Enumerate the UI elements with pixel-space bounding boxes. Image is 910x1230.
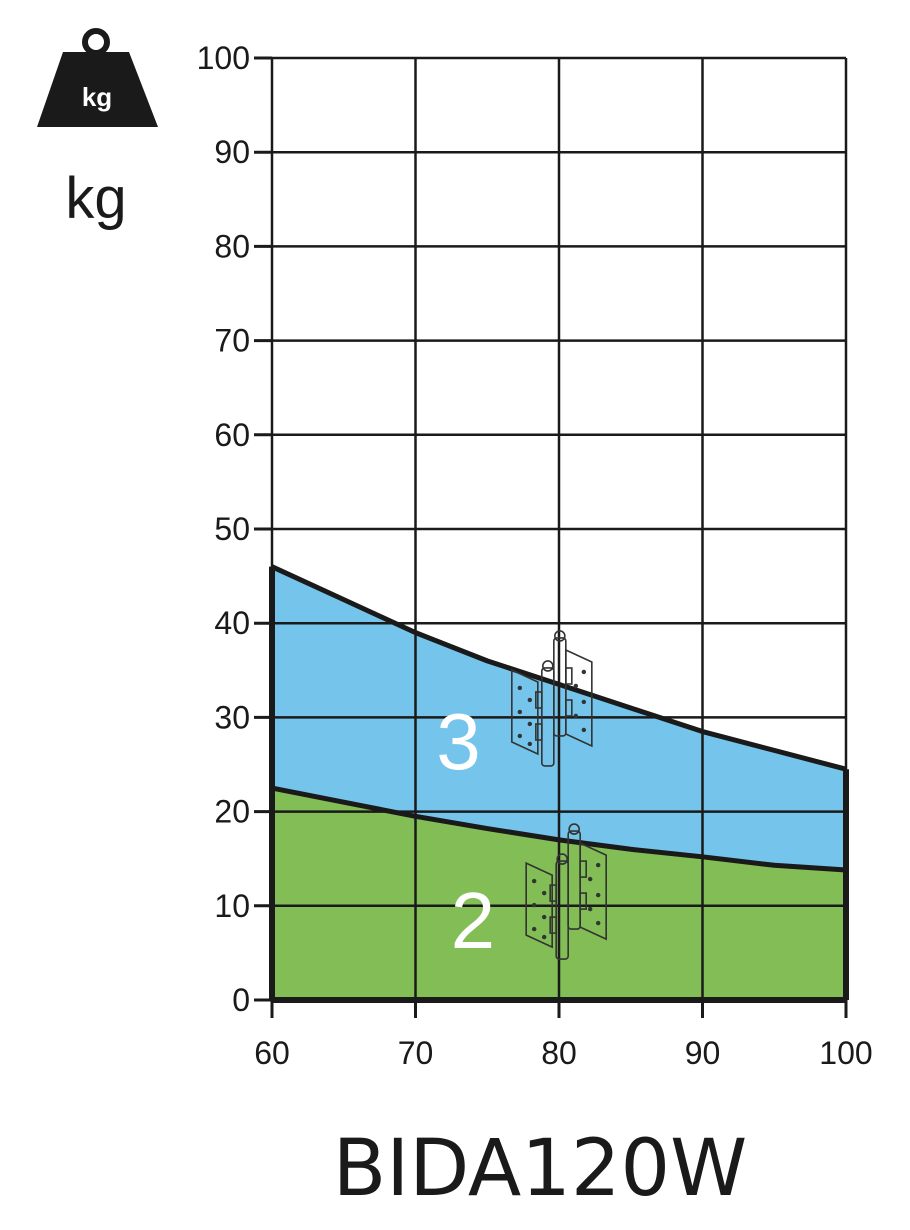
hinge-screw <box>581 699 587 705</box>
hinge-leaf-left <box>525 861 553 949</box>
x-tick-label: 100 <box>819 1035 872 1071</box>
x-tick-label: 80 <box>541 1035 577 1071</box>
hinge-screw <box>541 890 547 896</box>
y-tick-label: 40 <box>214 605 250 641</box>
x-tick-label: 70 <box>398 1035 434 1071</box>
hinge-screw <box>517 733 523 739</box>
y-tick-label: 30 <box>214 699 250 735</box>
hinge-screw <box>527 721 533 727</box>
x-tick-label: 60 <box>254 1035 290 1071</box>
hinge-screw <box>531 878 537 884</box>
y-tick-label: 10 <box>214 888 250 924</box>
hinge-screw <box>581 669 587 675</box>
hinge-knuckle <box>549 916 557 934</box>
unit-label: kg <box>65 166 126 231</box>
hinge-screw <box>581 727 587 733</box>
hinge-screw <box>573 683 579 689</box>
plot-area: 0 10 20 30 40 50 60 70 80 90 100 60 70 80 90 100 3 2 <box>197 40 873 1071</box>
hinge-knuckle <box>535 691 543 709</box>
y-tick-label: 90 <box>214 134 250 170</box>
series-2-label: 2 <box>451 876 496 965</box>
hinge-screw <box>595 892 601 898</box>
hinge-knuckle <box>565 667 573 685</box>
series-3-line <box>270 564 847 772</box>
hinge-screw <box>517 685 523 691</box>
hinge-screw <box>595 920 601 926</box>
hinge-screw <box>541 914 547 920</box>
hinge-screw <box>573 713 579 719</box>
hinge-cap <box>554 630 566 642</box>
hinge-knuckle <box>535 723 543 741</box>
chart-title: BIDA120W <box>333 1124 748 1214</box>
hinge-screw <box>595 862 601 868</box>
hinge-cap <box>556 853 568 865</box>
y-tick-label: 60 <box>214 417 250 453</box>
weight-icon: kg <box>37 28 158 127</box>
hinge-cap <box>568 823 580 835</box>
hinge-screw <box>527 697 533 703</box>
hinge-knuckle <box>549 884 557 902</box>
hinge-screw <box>587 876 593 882</box>
hinge-barrel-right <box>553 637 567 737</box>
hinge-knuckle <box>565 699 573 717</box>
series-2-line <box>271 785 847 873</box>
hinge-screw <box>587 906 593 912</box>
hinge-screw <box>531 926 537 932</box>
y-tick-label: 0 <box>232 982 250 1018</box>
hinge-leaf-left <box>511 668 539 756</box>
hinge-barrel-right <box>567 830 581 930</box>
hinge-screw <box>541 934 547 940</box>
x-tick-label: 90 <box>685 1035 721 1071</box>
y-tick-label: 70 <box>214 323 250 359</box>
hinge-screw <box>531 902 537 908</box>
hinge-knuckle <box>579 860 587 878</box>
hinge-icon <box>511 630 593 767</box>
weight-icon-label: kg <box>82 82 112 112</box>
hinge-knuckle <box>579 892 587 910</box>
hinge-screw <box>517 709 523 715</box>
hinge-icon <box>525 823 607 960</box>
y-tick-label: 100 <box>197 40 250 76</box>
hinge-cap <box>542 660 554 672</box>
y-tick-label: 20 <box>214 794 250 830</box>
y-tick-label: 50 <box>214 511 250 547</box>
series-3-label: 3 <box>436 697 481 786</box>
hinge-screw <box>527 741 533 747</box>
y-tick-label: 80 <box>214 228 250 264</box>
